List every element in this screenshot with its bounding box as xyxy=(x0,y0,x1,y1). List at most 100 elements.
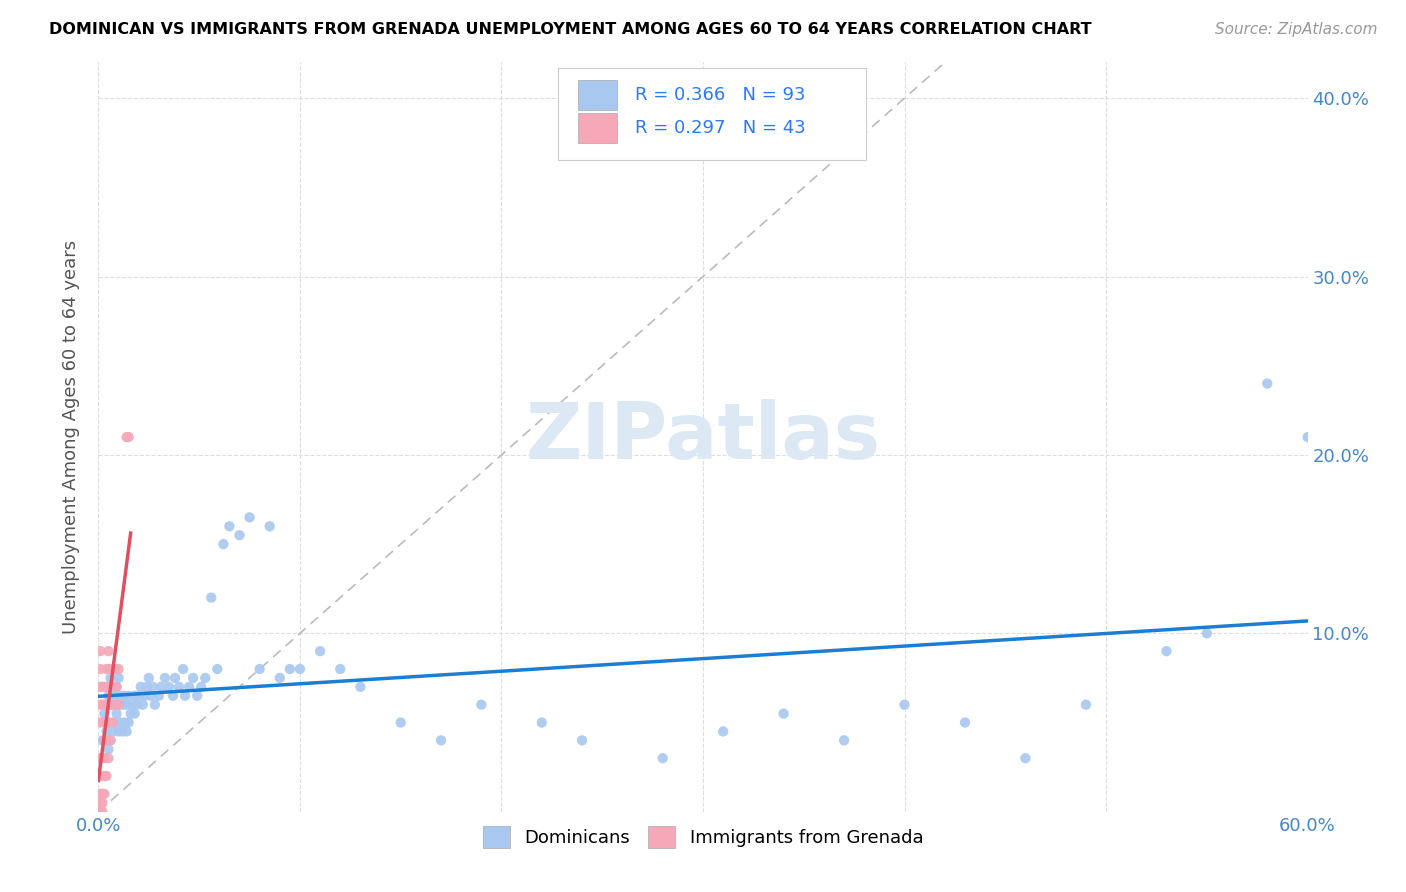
Point xyxy=(530,715,553,730)
Point xyxy=(93,715,115,730)
Point xyxy=(1014,751,1036,765)
Point xyxy=(430,733,453,747)
Point xyxy=(96,724,118,739)
Point xyxy=(89,662,111,676)
Point xyxy=(179,680,201,694)
Point xyxy=(91,698,114,712)
Point xyxy=(259,519,281,533)
Point xyxy=(105,706,128,721)
Point xyxy=(200,591,222,605)
Point xyxy=(89,787,111,801)
Point xyxy=(105,698,128,712)
Point xyxy=(832,733,855,747)
Point xyxy=(148,689,170,703)
Point xyxy=(470,698,492,712)
Point xyxy=(124,689,146,703)
Point xyxy=(129,680,152,694)
Point xyxy=(163,671,186,685)
Point xyxy=(96,662,118,676)
Point xyxy=(115,698,138,712)
Point xyxy=(89,805,111,819)
Point xyxy=(1296,430,1319,444)
FancyBboxPatch shape xyxy=(578,112,617,143)
Point xyxy=(142,680,165,694)
Point xyxy=(138,671,160,685)
Point xyxy=(89,680,111,694)
Point xyxy=(329,662,352,676)
Point xyxy=(100,698,122,712)
Point xyxy=(149,680,172,694)
Point xyxy=(207,662,229,676)
Point xyxy=(121,698,143,712)
Point xyxy=(91,787,114,801)
Point xyxy=(101,724,124,739)
Point xyxy=(1156,644,1178,658)
Point xyxy=(101,680,124,694)
Point xyxy=(93,680,115,694)
Point xyxy=(107,698,129,712)
Point xyxy=(172,662,194,676)
Point xyxy=(93,698,115,712)
Point xyxy=(1195,626,1218,640)
Point xyxy=(100,733,122,747)
Point xyxy=(103,689,125,703)
Point xyxy=(181,671,204,685)
Point xyxy=(153,671,176,685)
Point xyxy=(174,689,197,703)
Point xyxy=(239,510,262,524)
Point xyxy=(97,742,120,756)
Point xyxy=(111,698,134,712)
Point xyxy=(97,680,120,694)
Point xyxy=(96,698,118,712)
Point xyxy=(105,680,128,694)
Point xyxy=(114,715,136,730)
Point xyxy=(91,751,114,765)
Point xyxy=(110,689,132,703)
Point xyxy=(100,733,122,747)
Point xyxy=(103,698,125,712)
Point xyxy=(269,671,291,685)
Point xyxy=(124,706,146,721)
Point xyxy=(93,733,115,747)
Text: DOMINICAN VS IMMIGRANTS FROM GRENADA UNEMPLOYMENT AMONG AGES 60 TO 64 YEARS CORR: DOMINICAN VS IMMIGRANTS FROM GRENADA UNE… xyxy=(49,22,1092,37)
Point xyxy=(1074,698,1097,712)
Text: R = 0.297   N = 43: R = 0.297 N = 43 xyxy=(636,119,806,136)
Point xyxy=(128,689,150,703)
Y-axis label: Unemployment Among Ages 60 to 64 years: Unemployment Among Ages 60 to 64 years xyxy=(62,240,80,634)
Point xyxy=(96,680,118,694)
Point xyxy=(101,715,124,730)
Point xyxy=(97,715,120,730)
Point xyxy=(135,680,157,694)
Point xyxy=(97,644,120,658)
Point xyxy=(953,715,976,730)
Point xyxy=(349,680,371,694)
Point xyxy=(100,671,122,685)
Point xyxy=(893,698,915,712)
Point xyxy=(711,724,734,739)
Point xyxy=(249,662,271,676)
Point xyxy=(228,528,250,542)
Point xyxy=(89,715,111,730)
Point xyxy=(97,662,120,676)
Point xyxy=(186,689,208,703)
Point xyxy=(190,680,212,694)
Point xyxy=(115,430,138,444)
Point xyxy=(107,698,129,712)
Point xyxy=(162,689,184,703)
Point xyxy=(288,662,311,676)
Point xyxy=(651,751,673,765)
Point xyxy=(96,698,118,712)
Point xyxy=(89,698,111,712)
Point xyxy=(101,662,124,676)
Point xyxy=(212,537,235,551)
Point xyxy=(91,805,114,819)
Point xyxy=(100,662,122,676)
Point xyxy=(120,706,142,721)
Point xyxy=(93,787,115,801)
Point xyxy=(118,689,141,703)
Point xyxy=(309,644,332,658)
Point xyxy=(93,751,115,765)
Point xyxy=(772,706,794,721)
Point xyxy=(157,680,180,694)
Point xyxy=(103,662,125,676)
